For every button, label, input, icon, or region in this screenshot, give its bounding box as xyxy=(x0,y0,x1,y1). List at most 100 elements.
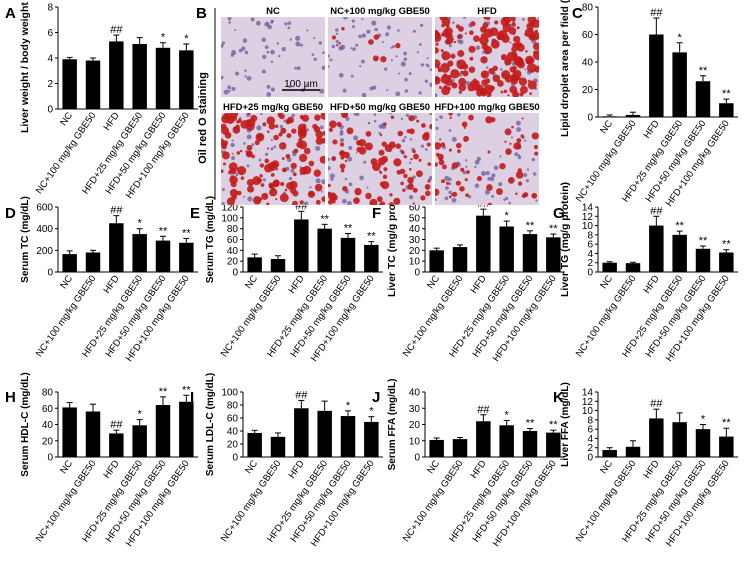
x-tick-label: NC xyxy=(243,273,260,291)
lipid-droplet xyxy=(412,149,416,154)
lipid-droplet xyxy=(511,17,516,22)
lipid-droplet xyxy=(435,76,441,85)
lipid-droplet xyxy=(515,192,518,196)
nucleus xyxy=(409,138,413,141)
nucleus xyxy=(281,46,286,52)
lipid-droplet xyxy=(496,188,503,195)
nucleus xyxy=(288,176,293,181)
lipid-droplet xyxy=(524,28,535,38)
lipid-droplet xyxy=(281,157,285,160)
lipid-droplet xyxy=(483,17,487,20)
lipid-droplet xyxy=(354,187,362,196)
lipid-droplet xyxy=(507,176,515,184)
lipid-droplet xyxy=(463,135,469,142)
nucleus xyxy=(462,170,467,175)
lipid-droplet xyxy=(526,63,537,73)
lipid-droplet xyxy=(508,26,517,35)
significance-mark: ** xyxy=(182,384,191,396)
lipid-droplet xyxy=(476,89,483,97)
nucleus xyxy=(287,21,292,25)
nucleus xyxy=(389,113,392,115)
bar xyxy=(109,41,124,109)
y-tick-label: 10 xyxy=(409,436,421,447)
nucleus xyxy=(525,179,530,183)
nucleus xyxy=(408,194,414,200)
panel-letter: K xyxy=(553,389,564,406)
y-tick-label: 20 xyxy=(227,440,239,451)
lipid-droplet xyxy=(483,28,494,38)
lipid-droplet xyxy=(261,192,269,200)
lipid-droplet xyxy=(402,188,406,192)
lipid-droplet xyxy=(440,49,444,52)
nucleus xyxy=(335,39,339,44)
lipid-droplet xyxy=(516,138,522,143)
y-tick-label: 80 xyxy=(227,224,239,235)
lipid-droplet xyxy=(379,181,385,187)
x-tick-label: NC xyxy=(598,118,615,136)
nucleus xyxy=(231,86,236,91)
lipid-droplet xyxy=(437,66,441,70)
lipid-droplet xyxy=(469,30,474,35)
lipid-droplet xyxy=(448,113,453,116)
nucleus xyxy=(517,155,522,160)
lipid-droplet xyxy=(395,42,401,49)
bar xyxy=(672,422,687,457)
y-axis-label: Liver weight / body weight (%) xyxy=(20,0,31,133)
lipid-droplet xyxy=(455,180,461,186)
nucleus xyxy=(266,91,272,97)
significance-mark: ## xyxy=(110,24,123,36)
y-tick-label: 6 xyxy=(587,425,593,436)
significance-mark: ** xyxy=(182,227,191,239)
nucleus xyxy=(515,120,521,126)
lipid-droplet xyxy=(468,66,476,73)
lipid-droplet xyxy=(223,162,226,166)
lipid-droplet xyxy=(450,69,460,79)
lipid-droplet xyxy=(444,27,453,36)
significance-mark: * xyxy=(161,32,166,44)
nucleus xyxy=(256,125,262,131)
lipid-droplet xyxy=(534,151,539,156)
lipid-droplet xyxy=(534,65,539,73)
y-tick-label: 6 xyxy=(587,240,593,251)
lipid-droplet xyxy=(518,181,523,186)
nucleus xyxy=(315,178,321,184)
lipid-droplet xyxy=(512,90,520,97)
lipid-droplet xyxy=(445,181,450,186)
lipid-droplet xyxy=(458,77,467,86)
lipid-droplet xyxy=(487,202,493,205)
lipid-droplet xyxy=(400,150,405,155)
lipid-droplet xyxy=(275,168,279,171)
y-tick-label: 100 xyxy=(221,388,238,399)
nucleus xyxy=(270,60,274,64)
bar xyxy=(62,407,77,457)
lipid-droplet xyxy=(504,128,512,136)
nucleus xyxy=(397,72,400,75)
lipid-droplet xyxy=(298,130,307,139)
lipid-droplet xyxy=(504,58,512,66)
micrograph-image xyxy=(221,113,325,205)
lipid-droplet xyxy=(286,133,292,139)
lipid-droplet xyxy=(339,163,346,170)
x-tick-label: NC xyxy=(243,458,260,476)
panel-letter: J xyxy=(372,389,380,406)
lipid-droplet xyxy=(221,126,230,135)
nucleus xyxy=(345,117,350,122)
lipid-droplet xyxy=(487,92,492,97)
micrograph-image xyxy=(328,17,432,97)
nucleus xyxy=(424,79,429,83)
nucleus xyxy=(340,129,344,134)
significance-mark: ** xyxy=(699,65,708,77)
lipid-droplet xyxy=(252,196,262,205)
nucleus xyxy=(221,202,225,205)
nucleus xyxy=(221,187,225,191)
bar xyxy=(340,416,356,457)
lipid-droplet xyxy=(384,144,393,153)
bar xyxy=(317,228,332,272)
nucleus xyxy=(294,66,297,70)
lipid-droplet xyxy=(463,126,466,129)
significance-mark: * xyxy=(184,33,189,45)
nucleus xyxy=(451,197,457,203)
nucleus xyxy=(221,41,226,45)
